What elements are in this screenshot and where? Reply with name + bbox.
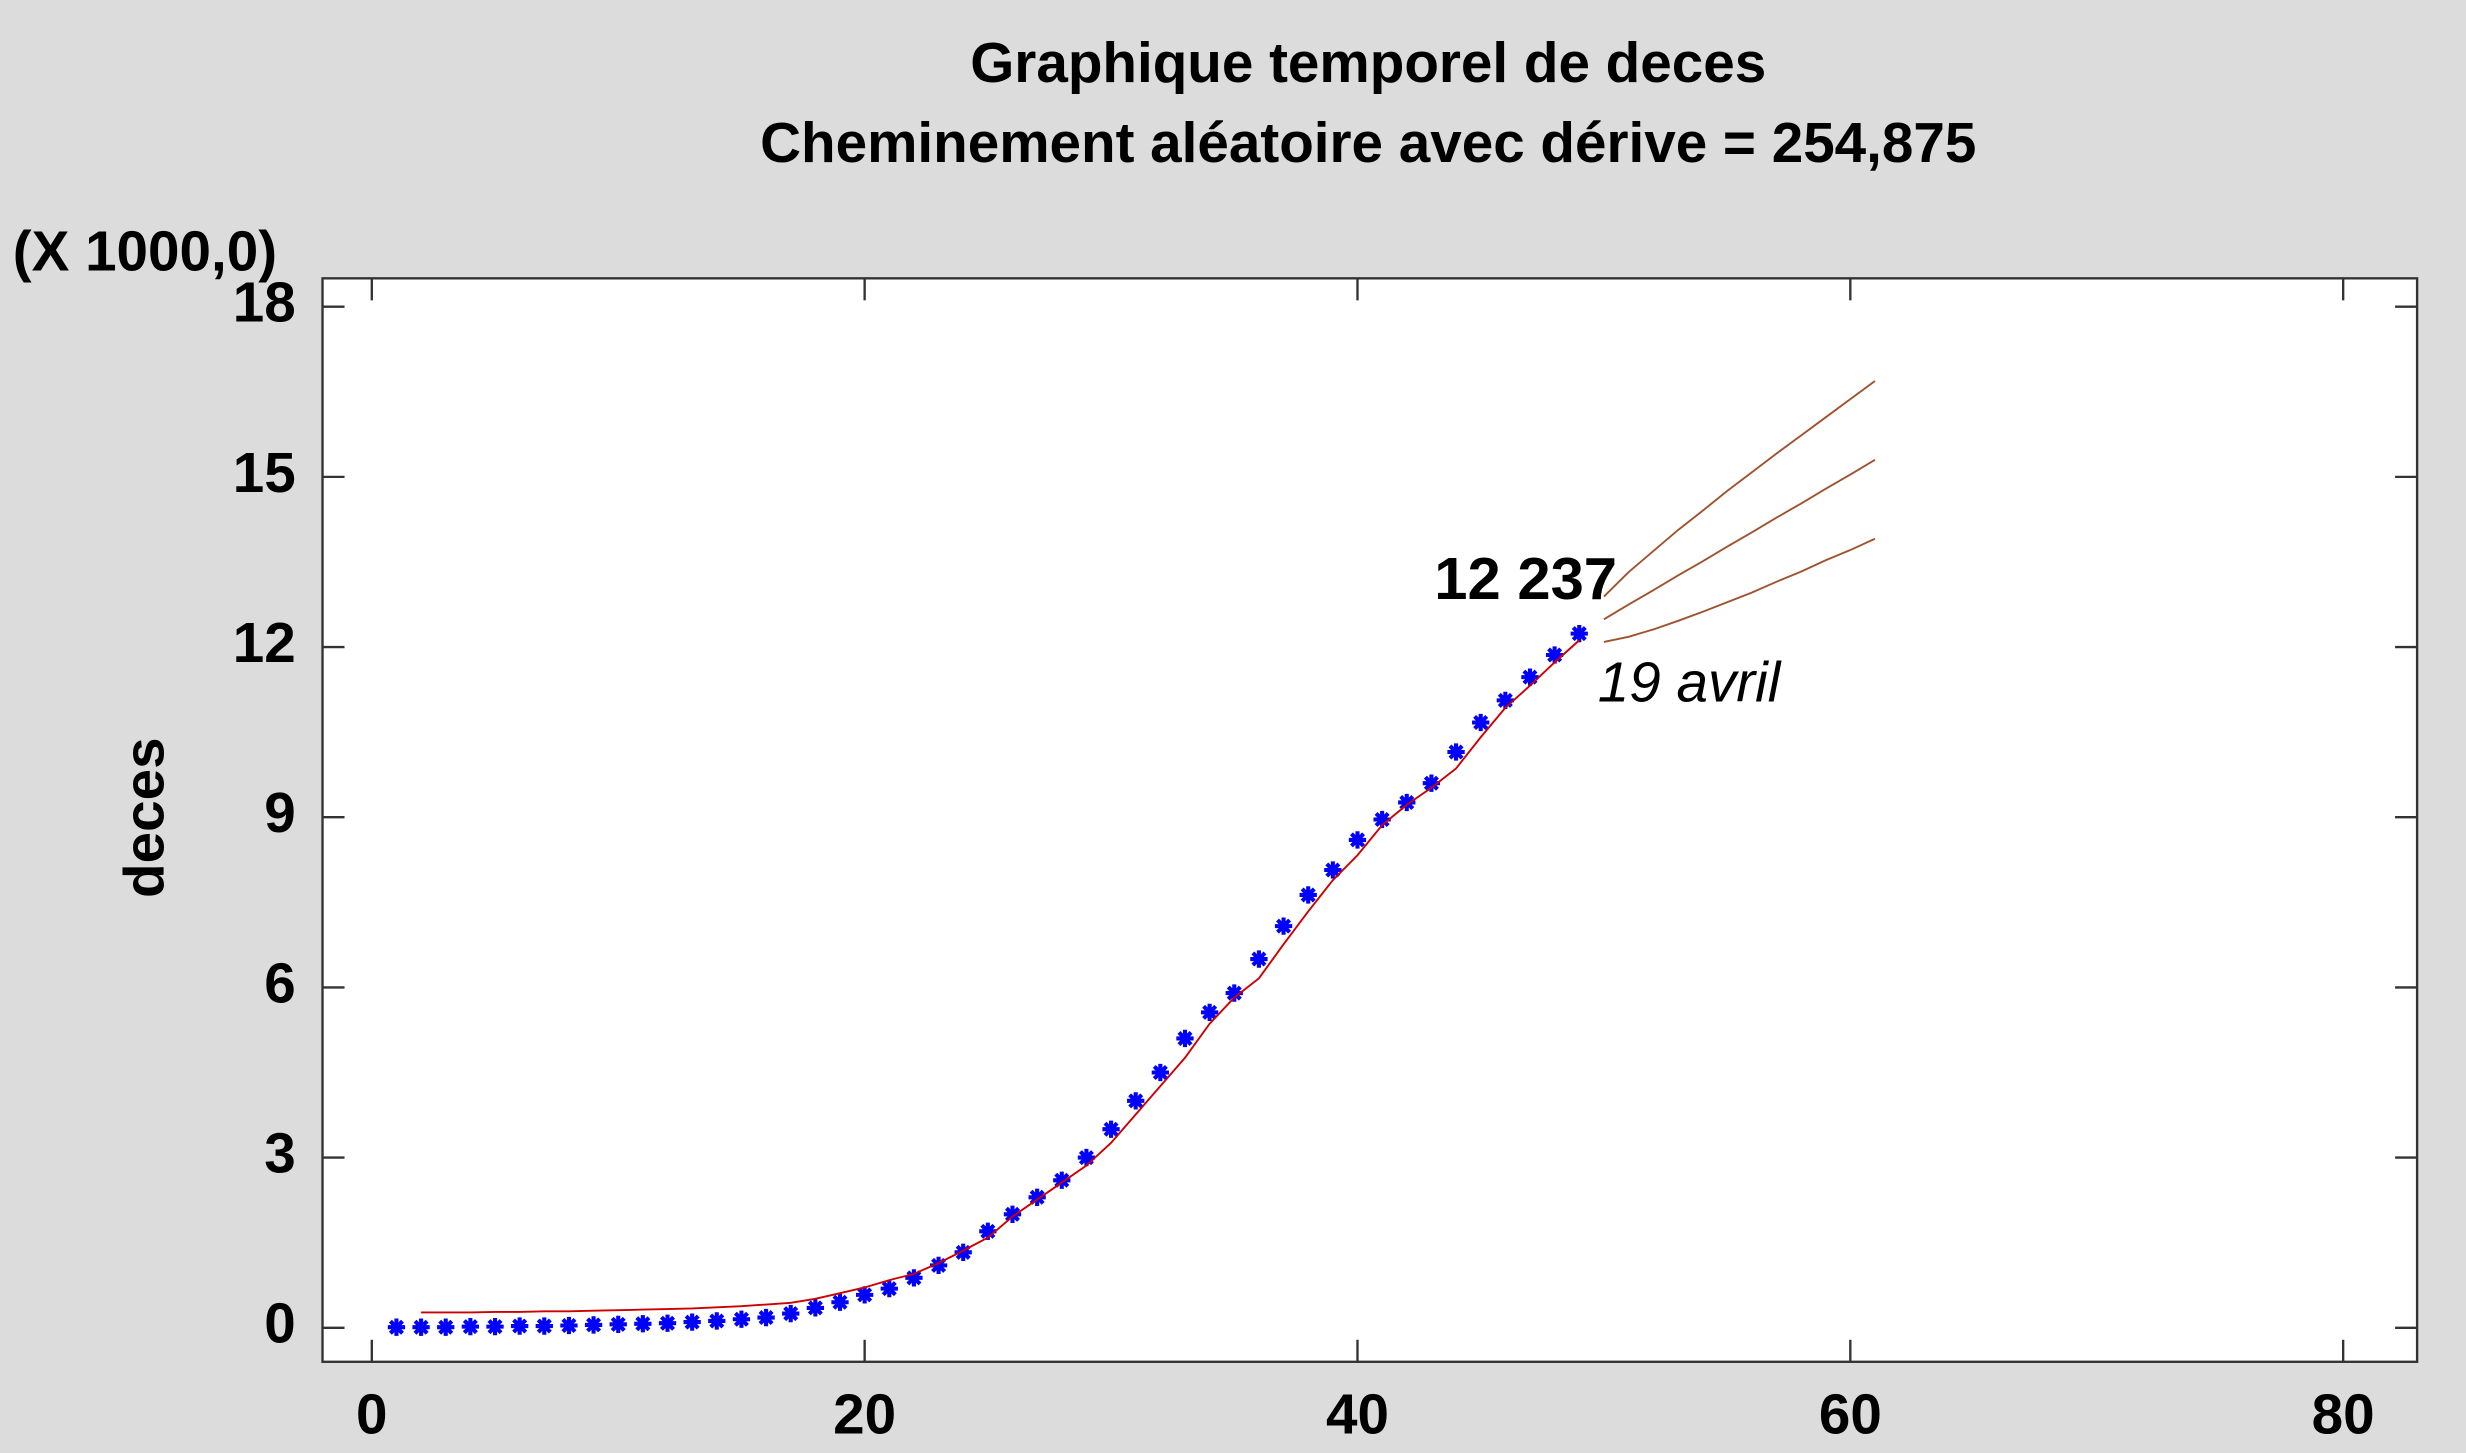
data-point [1077, 1148, 1096, 1167]
x-tick-label: 40 [1326, 1382, 1389, 1445]
data-point [658, 1314, 677, 1332]
data-point [782, 1304, 800, 1323]
data-point [1274, 917, 1293, 935]
data-point [486, 1317, 504, 1336]
y-multiplier: (X 1000,0) [13, 219, 277, 282]
last-value-annotation: 12 237 [1434, 545, 1617, 612]
data-point [905, 1269, 923, 1287]
data-point [979, 1222, 997, 1240]
data-point [1570, 624, 1588, 643]
data-point [437, 1318, 455, 1336]
series-line [1603, 380, 1876, 598]
y-axis-label: deces [113, 737, 176, 898]
x-tick-label: 80 [2312, 1382, 2375, 1445]
plot-area [321, 277, 2419, 1363]
data-point [1348, 831, 1367, 849]
data-point [1250, 950, 1268, 968]
x-tick-label: 20 [833, 1382, 896, 1445]
data-point [1151, 1063, 1169, 1082]
data-point [1324, 861, 1342, 879]
series-line [1603, 459, 1876, 621]
data-point [1496, 691, 1514, 710]
data-point [1003, 1205, 1022, 1223]
data-point [511, 1317, 529, 1335]
data-point [855, 1286, 874, 1304]
data-point [609, 1315, 627, 1334]
x-tick-label: 60 [1819, 1382, 1882, 1445]
data-point [757, 1308, 775, 1327]
data-point [1127, 1092, 1145, 1110]
chart-title: Graphique temporel de deces [970, 31, 1766, 94]
data-point [880, 1279, 898, 1298]
data-point [1398, 793, 1416, 812]
data-point [1102, 1120, 1120, 1138]
y-tick-label: 0 [264, 1292, 295, 1355]
data-point [1472, 713, 1490, 732]
data-point [954, 1243, 972, 1261]
series-line [421, 639, 1580, 1314]
data-point [1225, 984, 1243, 1002]
y-tick-label: 3 [264, 1122, 295, 1185]
y-tick-label: 12 [233, 611, 296, 674]
data-point [1373, 810, 1391, 829]
data-point [1447, 743, 1465, 761]
data-point [732, 1310, 751, 1328]
data-point [1545, 646, 1564, 664]
data-point [806, 1299, 825, 1317]
data-point [929, 1256, 948, 1275]
data-point [1422, 774, 1441, 792]
series-line [1603, 537, 1876, 643]
date-annotation: 19 avril [1598, 650, 1782, 713]
data-point [584, 1316, 603, 1334]
data-point [461, 1317, 480, 1336]
chart-subtitle: Cheminement aléatoire avec dérive = 254,… [760, 111, 1976, 174]
data-point [1200, 1003, 1219, 1022]
data-point [831, 1293, 849, 1311]
x-tick-label: 0 [356, 1382, 387, 1445]
y-tick-label: 18 [233, 271, 296, 334]
data-point [535, 1317, 553, 1335]
data-point [560, 1316, 578, 1335]
data-point [1053, 1171, 1071, 1189]
data-point [412, 1318, 430, 1336]
data-point [1028, 1188, 1046, 1206]
data-point [1521, 668, 1539, 686]
data-point [1176, 1029, 1194, 1048]
y-tick-label: 15 [233, 441, 296, 504]
y-tick-label: 6 [264, 951, 295, 1014]
data-point [683, 1313, 701, 1331]
data-point [708, 1312, 726, 1330]
y-tick-label: 9 [264, 781, 295, 844]
data-point [1299, 886, 1317, 904]
data-point [634, 1315, 652, 1333]
data-point [387, 1318, 406, 1336]
